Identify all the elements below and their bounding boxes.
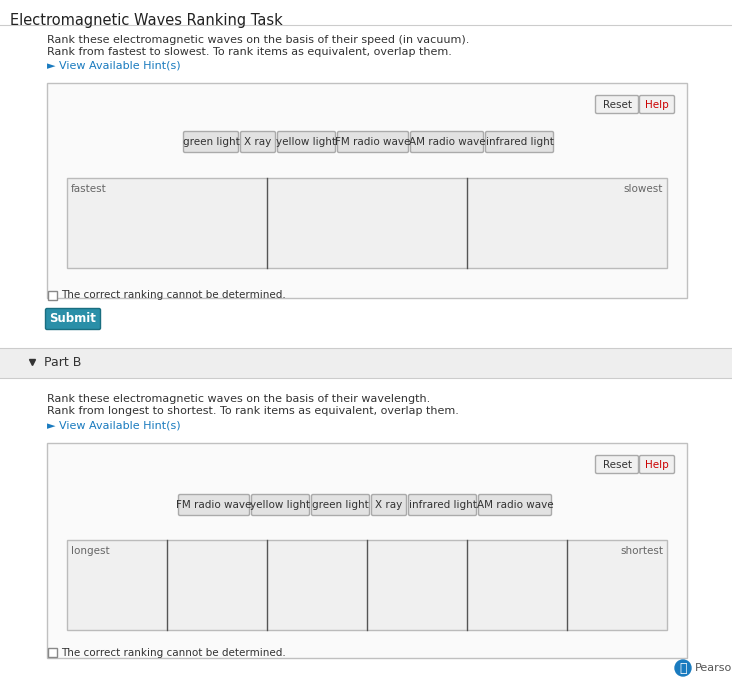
Text: Help: Help — [645, 100, 669, 110]
Text: ► View Available Hint(s): ► View Available Hint(s) — [47, 61, 181, 71]
Bar — [67, 540, 667, 630]
FancyBboxPatch shape — [241, 131, 275, 152]
Text: slowest: slowest — [624, 184, 663, 194]
Text: Rank these electromagnetic waves on the basis of their speed (in vacuum).: Rank these electromagnetic waves on the … — [47, 35, 469, 45]
Text: Part B: Part B — [44, 355, 81, 368]
Bar — [47, 443, 687, 658]
Text: AM radio wave: AM radio wave — [477, 500, 553, 510]
FancyBboxPatch shape — [45, 309, 100, 330]
FancyBboxPatch shape — [277, 131, 335, 152]
Text: FM radio wave: FM radio wave — [176, 500, 252, 510]
FancyBboxPatch shape — [179, 494, 250, 515]
Text: yellow light: yellow light — [277, 137, 337, 147]
Text: AM radio wave: AM radio wave — [408, 137, 485, 147]
FancyBboxPatch shape — [640, 95, 674, 114]
FancyBboxPatch shape — [411, 131, 484, 152]
Text: The correct ranking cannot be determined.: The correct ranking cannot be determined… — [61, 290, 285, 301]
Bar — [48, 291, 57, 300]
Text: Reset: Reset — [602, 460, 632, 470]
Text: Rank from longest to shortest. To rank items as equivalent, overlap them.: Rank from longest to shortest. To rank i… — [47, 406, 459, 416]
Text: Pearson: Pearson — [695, 663, 732, 673]
Text: Help: Help — [645, 460, 669, 470]
Text: green light: green light — [312, 500, 369, 510]
Text: Reset: Reset — [602, 100, 632, 110]
Text: infrared light: infrared light — [408, 500, 477, 510]
Text: X ray: X ray — [244, 137, 272, 147]
Text: Ⓟ: Ⓟ — [679, 661, 687, 674]
Bar — [48, 648, 57, 657]
Text: infrared light: infrared light — [485, 137, 553, 147]
FancyBboxPatch shape — [408, 494, 477, 515]
Text: The correct ranking cannot be determined.: The correct ranking cannot be determined… — [61, 647, 285, 657]
Text: shortest: shortest — [620, 546, 663, 556]
Text: Electromagnetic Waves Ranking Task: Electromagnetic Waves Ranking Task — [10, 14, 283, 28]
Bar — [67, 178, 667, 268]
Text: Submit: Submit — [50, 313, 97, 326]
Text: yellow light: yellow light — [250, 500, 310, 510]
FancyBboxPatch shape — [372, 494, 406, 515]
Bar — [0, 348, 732, 378]
FancyBboxPatch shape — [596, 456, 638, 473]
Text: FM radio wave: FM radio wave — [335, 137, 411, 147]
Text: X ray: X ray — [376, 500, 403, 510]
Text: Rank these electromagnetic waves on the basis of their wavelength.: Rank these electromagnetic waves on the … — [47, 394, 430, 404]
FancyBboxPatch shape — [640, 456, 674, 473]
FancyBboxPatch shape — [479, 494, 551, 515]
FancyBboxPatch shape — [252, 494, 310, 515]
Bar — [47, 83, 687, 298]
FancyBboxPatch shape — [312, 494, 370, 515]
FancyBboxPatch shape — [485, 131, 553, 152]
Text: longest: longest — [71, 546, 110, 556]
Text: green light: green light — [182, 137, 239, 147]
Text: Rank from fastest to slowest. To rank items as equivalent, overlap them.: Rank from fastest to slowest. To rank it… — [47, 47, 452, 57]
FancyBboxPatch shape — [184, 131, 239, 152]
FancyBboxPatch shape — [337, 131, 408, 152]
FancyBboxPatch shape — [596, 95, 638, 114]
Circle shape — [675, 660, 691, 676]
Text: fastest: fastest — [71, 184, 107, 194]
Text: ► View Available Hint(s): ► View Available Hint(s) — [47, 421, 181, 431]
